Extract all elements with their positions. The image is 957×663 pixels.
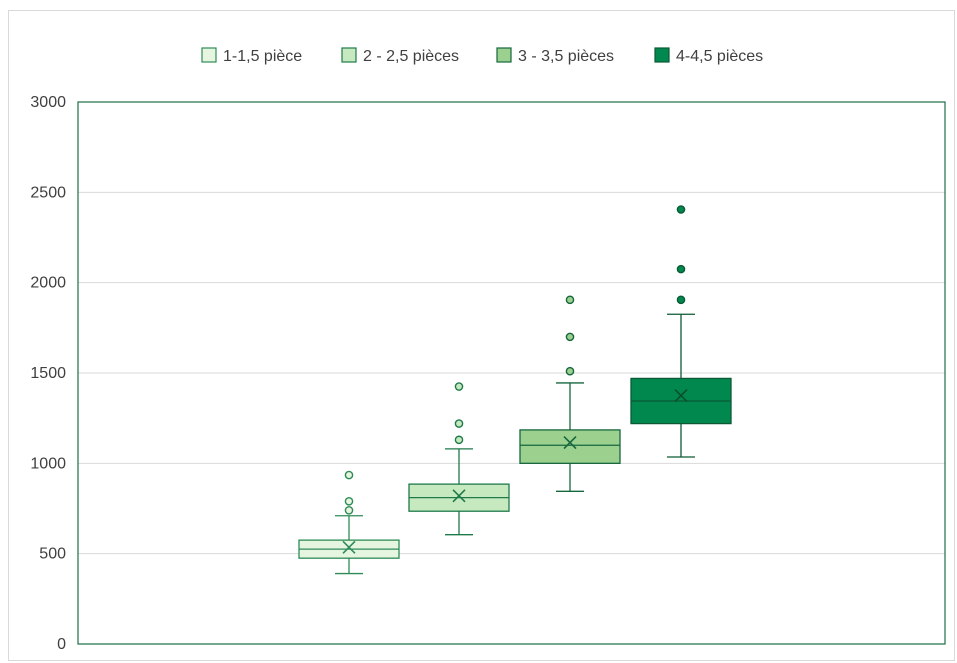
- box-series: [519, 295, 621, 492]
- outlier-point: [565, 366, 575, 376]
- y-tick-label: 500: [39, 546, 66, 563]
- legend-item: 4-4,5 pièces: [654, 47, 763, 65]
- y-tick-label: 3000: [30, 94, 66, 111]
- outlier-point: [344, 470, 354, 480]
- outlier-point: [454, 435, 464, 445]
- y-tick-label: 1000: [30, 455, 66, 472]
- outlier-point: [565, 295, 575, 305]
- legend-item: 1-1,5 pièce: [201, 47, 302, 65]
- outlier-point: [565, 332, 575, 342]
- box-series: [630, 205, 732, 458]
- legend-label: 2 - 2,5 pièces: [363, 48, 459, 65]
- box-series: [298, 470, 400, 575]
- legend-item: 2 - 2,5 pièces: [341, 47, 459, 65]
- mean-marker: [452, 489, 466, 503]
- box-series: [408, 382, 510, 536]
- boxes: [298, 205, 732, 575]
- legend-label: 4-4,5 pièces: [676, 48, 763, 65]
- chart-container: 1-1,5 pièce 2 - 2,5 pièces 3 - 3,5 pièces 4…: [8, 10, 955, 661]
- y-tick-label: 2000: [30, 275, 66, 292]
- legend-swatch: [341, 47, 357, 63]
- outlier-point: [344, 496, 354, 506]
- legend: 1-1,5 pièce 2 - 2,5 pièces 3 - 3,5 pièces 4…: [201, 47, 763, 65]
- y-axis: 0 500 1000 1500 2000 2500 3000: [30, 94, 66, 653]
- gridlines: [78, 191, 945, 555]
- outlier-point: [676, 295, 686, 305]
- legend-swatch: [201, 47, 217, 63]
- box-plot-chart: 1-1,5 pièce 2 - 2,5 pièces 3 - 3,5 pièces 4…: [30, 47, 946, 653]
- box-iqr: [519, 429, 621, 464]
- legend-label: 3 - 3,5 pièces: [518, 48, 614, 65]
- mean-marker: [674, 389, 688, 403]
- legend-label: 1-1,5 pièce: [223, 48, 302, 65]
- plot-area-border: [77, 101, 946, 645]
- legend-item: 3 - 3,5 pièces: [496, 47, 614, 65]
- y-tick-label: 2500: [30, 184, 66, 201]
- mean-marker: [342, 540, 356, 554]
- y-tick-label: 1500: [30, 365, 66, 382]
- outlier-point: [454, 419, 464, 428]
- legend-swatch: [496, 47, 512, 63]
- mean-marker: [563, 435, 577, 450]
- outlier-point: [454, 382, 464, 391]
- legend-swatch: [654, 47, 670, 63]
- outlier-point: [676, 264, 686, 274]
- outlier-point: [344, 506, 354, 515]
- y-tick-label: 0: [57, 636, 66, 653]
- outlier-point: [676, 205, 686, 214]
